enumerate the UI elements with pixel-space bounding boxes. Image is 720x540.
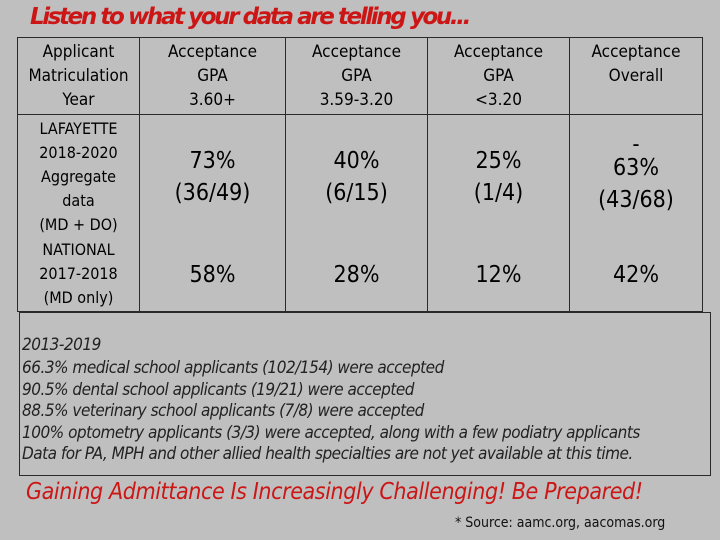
cell-lafayette-gpa-low: 25% (1/4) <box>427 114 570 237</box>
cell-national-gpa-high: 58% <box>139 237 286 312</box>
notes-heading: 2013-2019 <box>22 335 101 355</box>
cell-lafayette-gpa-mid: 40% (6/15) <box>285 114 428 237</box>
cell-national-gpa-mid: 28% <box>285 237 428 312</box>
note-line: Data for PA, MPH and other allied health… <box>22 444 633 464</box>
cell-national-gpa-low: 12% <box>427 237 570 312</box>
table-row-national: NATIONAL 2017-2018 (MD only) 58% 28% 12%… <box>17 237 703 312</box>
cell-lafayette-gpa-high: 73% (36/49) <box>139 114 286 237</box>
header-gpa-mid: Acceptance GPA 3.59-3.20 <box>285 37 428 115</box>
note-line: 88.5% veterinary school applicants (7/8)… <box>22 401 424 421</box>
note-line: 90.5% dental school applicants (19/21) w… <box>22 379 414 400</box>
source-citation: * Source: aamc.org, aacomas.org <box>455 515 666 531</box>
table-row-lafayette: LAFAYETTE 2018-2020 Aggregate data (MD +… <box>17 114 703 237</box>
header-gpa-high: Acceptance GPA 3.60+ <box>139 37 286 115</box>
cell-national-overall: 42% <box>569 237 703 312</box>
row-label-lafayette: LAFAYETTE 2018-2020 Aggregate data (MD +… <box>17 114 140 237</box>
callout-text: Gaining Admittance Is Increasingly Chall… <box>26 479 643 505</box>
note-line: 66.3% medical school applicants (102/154… <box>22 358 444 378</box>
table-header-row: Applicant Matriculation Year Acceptance … <box>17 37 703 115</box>
notes-box: 2013-2019 66.3% medical school applicant… <box>19 312 711 476</box>
slide-title: Listen to what your data are telling you… <box>30 4 471 30</box>
acceptance-table: Applicant Matriculation Year Acceptance … <box>17 37 703 312</box>
cell-lafayette-overall: - 63% (43/68) <box>569 114 703 237</box>
header-gpa-low: Acceptance GPA <3.20 <box>427 37 570 115</box>
header-label-cell: Applicant Matriculation Year <box>17 37 140 115</box>
note-line: 100% optometry applicants (3/3) were acc… <box>22 422 640 443</box>
header-overall: Acceptance Overall <box>569 37 703 115</box>
row-label-national: NATIONAL 2017-2018 (MD only) <box>17 237 140 312</box>
